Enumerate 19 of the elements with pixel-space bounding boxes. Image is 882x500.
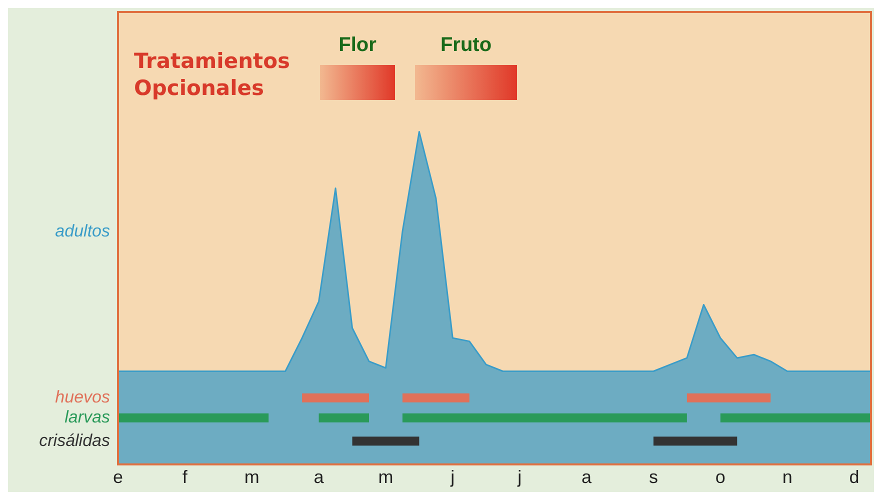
x-tick-label: j	[450, 467, 455, 488]
x-tick-label: o	[715, 467, 726, 488]
x-tick-label: s	[648, 467, 658, 488]
x-tick-label: n	[782, 467, 792, 488]
text: Flor	[338, 33, 378, 58]
x-tick-label: a	[582, 467, 593, 488]
x-tick-label: m	[244, 467, 260, 488]
text: Fruto	[439, 33, 493, 58]
x-tick-label: j	[516, 467, 522, 488]
x-tick-label: d	[849, 467, 860, 488]
series-label: larvas	[64, 408, 110, 427]
x-tick-label: a	[314, 467, 325, 488]
x-tick-label: e	[112, 467, 124, 488]
x-tick-label: f	[182, 467, 188, 488]
text: crisálidas	[39, 430, 110, 450]
text: huevos	[55, 388, 110, 407]
chart-title: Tratamientos Opcionales	[134, 48, 290, 100]
x-tick-label: m	[378, 467, 394, 488]
text: adultos	[55, 221, 110, 240]
